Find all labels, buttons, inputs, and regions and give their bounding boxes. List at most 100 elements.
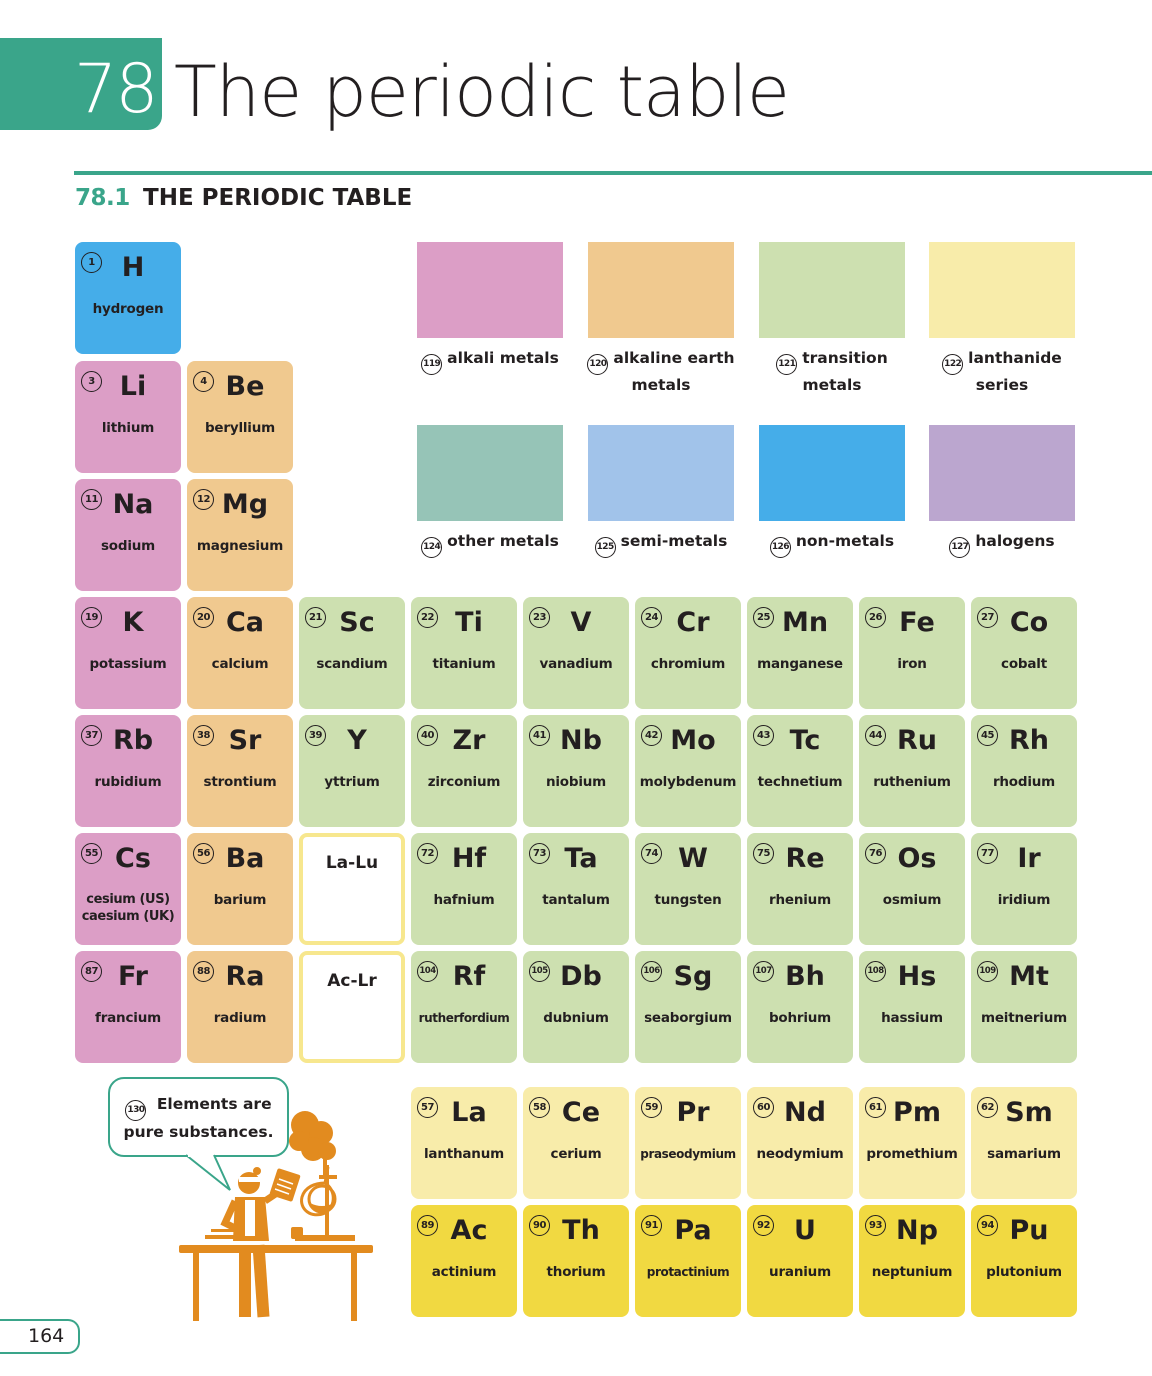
element-cell-hf: 72 Hf hafnium — [411, 833, 517, 945]
element-name: lithium — [101, 420, 155, 436]
element-symbol: Db — [560, 961, 602, 992]
atomic-number: 62 — [977, 1097, 998, 1118]
element-symbol: Fr — [117, 961, 149, 992]
atomic-number: 22 — [417, 607, 438, 628]
element-name: vanadium — [539, 656, 613, 672]
atomic-number: 77 — [977, 843, 998, 864]
chapter-tab — [0, 38, 162, 130]
element-name: molybdenum — [639, 774, 737, 790]
element-symbol: H — [121, 252, 145, 283]
element-symbol: Rb — [112, 725, 154, 756]
element-symbol: Zr — [452, 725, 486, 756]
element-cell-hs: 108 Hs hassium — [859, 951, 965, 1063]
atomic-number: 93 — [865, 1215, 886, 1236]
element-symbol: Ac — [450, 1215, 488, 1246]
legend-number: 122 — [942, 354, 964, 375]
element-name: bohrium — [768, 1010, 832, 1026]
element-name: meitnerium — [980, 1010, 1068, 1026]
element-cell-ti: 22 Ti titanium — [411, 597, 517, 709]
element-symbol: Cr — [676, 607, 710, 638]
element-symbol: Ba — [225, 843, 265, 874]
legend-text: halogens — [975, 532, 1055, 550]
element-symbol: Pu — [1009, 1215, 1049, 1246]
element-name: promethium — [866, 1146, 958, 1162]
legend-number: 124 — [421, 537, 443, 558]
atomic-number: 109 — [977, 961, 998, 982]
atomic-number: 106 — [641, 961, 662, 982]
atomic-number: 57 — [417, 1097, 438, 1118]
element-cell-ac-lr: Ac-Lr — [299, 951, 405, 1063]
element-cell-fr: 87 Fr francium — [75, 951, 181, 1063]
atomic-number: 11 — [81, 489, 102, 510]
callout-line-1: Elements are — [151, 1095, 272, 1113]
element-symbol: Ta — [564, 843, 598, 874]
atomic-number: 94 — [977, 1215, 998, 1236]
element-symbol: Ti — [455, 607, 483, 638]
element-name: rubidium — [94, 774, 162, 790]
element-symbol: Sg — [673, 961, 713, 992]
element-symbol: V — [570, 607, 592, 638]
callout-text: 130 Elements are pure substances. — [110, 1093, 287, 1143]
element-name: sodium — [100, 538, 156, 554]
element-cell-rf: 104 Rf rutherfordium — [411, 951, 517, 1063]
speech-bubble-tail — [185, 1154, 231, 1191]
element-symbol: Ra — [225, 961, 265, 992]
atomic-number: 90 — [529, 1215, 550, 1236]
legend-label: 124 other metals — [409, 531, 571, 558]
element-cell-mg: 12 Mg magnesium — [187, 479, 293, 591]
element-name: technetium — [757, 774, 843, 790]
atomic-number: 20 — [193, 607, 214, 628]
element-symbol: Bh — [785, 961, 825, 992]
legend-number: 120 — [587, 354, 609, 375]
atomic-number: 24 — [641, 607, 662, 628]
element-name: chromium — [650, 656, 726, 672]
section-number: 78.1 — [75, 185, 130, 211]
section-title: THE PERIODIC TABLE — [143, 185, 413, 211]
atomic-number: 74 — [641, 843, 662, 864]
legend-label: 121 transition metals — [751, 348, 913, 396]
section-rule — [74, 171, 1152, 175]
element-name: iridium — [997, 892, 1051, 908]
speech-bubble: 130 Elements are pure substances. — [108, 1077, 289, 1157]
element-symbol: Fe — [899, 607, 935, 638]
element-name: tantalum — [542, 892, 610, 908]
element-name: praseodymium — [640, 1147, 736, 1161]
element-cell-co: 27 Co cobalt — [971, 597, 1077, 709]
element-symbol: Cs — [115, 843, 151, 874]
atomic-number: 43 — [753, 725, 774, 746]
element-cell-ca: 20 Ca calcium — [187, 597, 293, 709]
element-name: iron — [897, 656, 927, 672]
element-cell-cr: 24 Cr chromium — [635, 597, 741, 709]
legend-swatch-halogens — [929, 425, 1075, 521]
element-name: ruthenium — [873, 774, 951, 790]
element-name: dubnium — [543, 1010, 609, 1026]
element-symbol: Mo — [670, 725, 716, 756]
element-symbol: Mt — [1009, 961, 1049, 992]
legend-swatch-non-metals — [759, 425, 905, 521]
element-symbol: Be — [225, 371, 265, 402]
legend-swatch-alkaline-earth-metals — [588, 242, 734, 338]
legend-text: other metals — [447, 532, 559, 550]
element-name: barium — [213, 892, 267, 908]
element-name: calcium — [211, 656, 269, 672]
atomic-number: 56 — [193, 843, 214, 864]
page-title: The periodic table — [174, 51, 790, 133]
element-name: rhodium — [992, 774, 1056, 790]
legend-text: transition metals — [802, 349, 888, 394]
element-cell-th: 90 Th thorium — [523, 1205, 629, 1317]
atomic-number: 4 — [193, 371, 214, 392]
atomic-number: 91 — [641, 1215, 662, 1236]
atomic-number: 41 — [529, 725, 550, 746]
atomic-number: 12 — [193, 489, 214, 510]
element-name: samarium — [987, 1146, 1061, 1162]
element-cell-ta: 73 Ta tantalum — [523, 833, 629, 945]
legend-swatch-other-metals — [417, 425, 563, 521]
atomic-number: 27 — [977, 607, 998, 628]
element-cell-ru: 44 Ru ruthenium — [859, 715, 965, 827]
element-cell-pm: 61 Pm promethium — [859, 1087, 965, 1199]
